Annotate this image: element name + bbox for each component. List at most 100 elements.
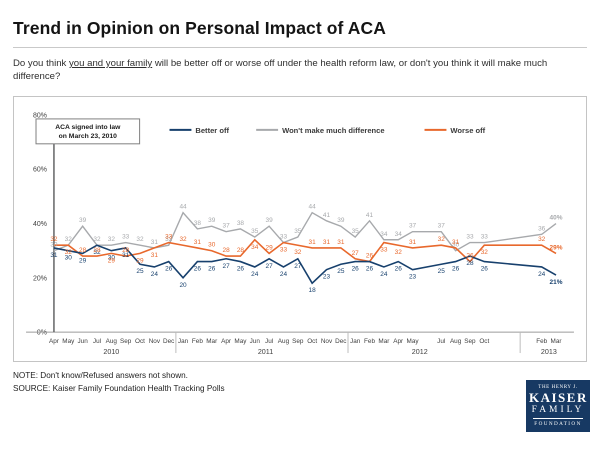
data-label-no-difference: 32 bbox=[93, 236, 101, 243]
data-label-no-difference: 33 bbox=[481, 233, 489, 240]
data-label-better-off: 25 bbox=[438, 268, 446, 275]
x-axis-month-label: Jan bbox=[350, 338, 361, 345]
chart-question: Do you think you and your family will be… bbox=[13, 57, 578, 84]
data-label-better-off: 26 bbox=[208, 265, 216, 272]
data-label-worse-off: 31 bbox=[452, 239, 460, 246]
x-axis-month-label: Aug bbox=[450, 338, 462, 345]
data-label-better-off: 27 bbox=[222, 263, 230, 270]
kff-logo-line1: THE HENRY J. bbox=[538, 385, 578, 391]
page-title: Trend in Opinion on Personal Impact of A… bbox=[13, 18, 387, 38]
x-axis-month-label: Nov bbox=[321, 338, 333, 345]
data-label-no-difference: 30 bbox=[452, 242, 460, 249]
x-axis-month-label: Dec bbox=[335, 338, 347, 345]
x-axis-year-label: 2011 bbox=[258, 348, 273, 356]
data-label-better-off: 26 bbox=[366, 265, 374, 272]
y-axis-tick-label: 0% bbox=[37, 329, 47, 336]
data-label-no-difference: 40% bbox=[550, 214, 563, 221]
data-label-worse-off: 30 bbox=[208, 242, 216, 249]
data-label-better-off: 24 bbox=[380, 271, 388, 278]
note-text: NOTE: Don't know/Refused answers not sho… bbox=[13, 370, 188, 380]
data-label-worse-off: 26 bbox=[466, 252, 474, 259]
x-axis-month-label: May bbox=[407, 338, 420, 345]
x-axis-month-label: Apr bbox=[49, 338, 60, 345]
data-label-better-off: 29 bbox=[79, 257, 87, 264]
data-label-worse-off: 34 bbox=[251, 244, 259, 251]
data-label-worse-off: 29% bbox=[550, 244, 563, 251]
data-label-no-difference: 39 bbox=[208, 217, 216, 224]
x-axis-year-label: 2012 bbox=[412, 348, 428, 356]
data-label-better-off: 24 bbox=[538, 271, 546, 278]
data-label-better-off: 31 bbox=[122, 252, 130, 259]
data-label-better-off: 27 bbox=[266, 263, 274, 270]
chart-panel: 0% 20% 40% 60% 80% Apr May Jun Jul Aug Sep Oct Nov De… bbox=[13, 95, 587, 362]
line-no-difference bbox=[53, 211, 557, 252]
line-better-off bbox=[53, 244, 557, 285]
x-axis-month-label: Aug bbox=[278, 338, 290, 345]
x-axis-month-label: Oct bbox=[479, 338, 489, 345]
data-label-better-off: 30 bbox=[108, 254, 116, 261]
data-label-no-difference: 41 bbox=[323, 212, 331, 219]
kff-logo-line3: FAMILY bbox=[531, 405, 585, 416]
x-axis-month-label: Jul bbox=[93, 338, 101, 345]
data-label-no-difference: 41 bbox=[366, 212, 374, 219]
data-label-better-off: 26 bbox=[452, 265, 460, 272]
x-axis-month-label: Jun bbox=[250, 338, 261, 345]
data-label-worse-off: 32 bbox=[294, 249, 302, 256]
aca-annotation-line2: on March 23, 2010 bbox=[59, 133, 118, 140]
data-label-better-off: 21% bbox=[550, 279, 563, 286]
data-label-no-difference: 31 bbox=[151, 239, 159, 246]
data-label-better-off: 18 bbox=[309, 287, 317, 294]
data-label-worse-off: 29 bbox=[136, 257, 144, 264]
y-axis-tick-label: 20% bbox=[33, 275, 47, 282]
data-label-no-difference: 33 bbox=[122, 233, 130, 240]
data-label-worse-off: 29 bbox=[266, 244, 274, 251]
y-axis-tick-label: 80% bbox=[33, 112, 47, 119]
chart-question-prefix: Do you think bbox=[13, 58, 69, 69]
line-worse-off bbox=[53, 238, 557, 263]
data-label-worse-off: 31 bbox=[409, 239, 417, 246]
x-axis-year-label: 2013 bbox=[541, 348, 557, 356]
data-label-no-difference: 32 bbox=[108, 236, 116, 243]
data-label-worse-off: 28 bbox=[122, 247, 130, 254]
data-label-worse-off: 32 bbox=[438, 236, 446, 243]
data-label-worse-off: 32 bbox=[65, 249, 73, 256]
x-axis-month-label: May bbox=[62, 338, 75, 345]
x-axis-year-label: 2010 bbox=[103, 348, 119, 356]
x-axis-month-label: Feb bbox=[192, 338, 203, 345]
data-label-worse-off: 28 bbox=[93, 247, 101, 254]
x-axis-month-label: Oct bbox=[135, 338, 145, 345]
y-axis-tick-label: 60% bbox=[33, 167, 47, 174]
x-axis-month-label: Apr bbox=[393, 338, 404, 345]
data-label-better-off: 25 bbox=[337, 268, 345, 275]
kff-logo-line4: FOUNDATION bbox=[533, 418, 583, 427]
data-label-worse-off: 31 bbox=[151, 252, 159, 259]
data-label-no-difference: 32 bbox=[65, 236, 73, 243]
aca-annotation-box bbox=[35, 118, 141, 145]
data-label-no-difference: 37 bbox=[409, 223, 417, 230]
data-label-worse-off: 31 bbox=[194, 239, 202, 246]
data-label-better-off: 25 bbox=[136, 268, 144, 275]
data-label-worse-off: 27 bbox=[352, 250, 360, 257]
data-label-worse-off: 32 bbox=[481, 249, 489, 256]
data-label-better-off: 26 bbox=[481, 265, 489, 272]
data-label-no-difference: 37 bbox=[222, 223, 230, 230]
data-label-worse-off: 31 bbox=[337, 239, 345, 246]
data-label-worse-off: 32 bbox=[538, 236, 546, 243]
data-label-no-difference: 44 bbox=[309, 204, 317, 211]
data-label-no-difference: 35 bbox=[352, 228, 360, 235]
x-axis-month-label: Jul bbox=[265, 338, 273, 345]
trend-line-chart: 0%20%40%60%80%Apr May Jun Jul Aug Sep Oct Nov De… bbox=[26, 112, 574, 356]
x-axis-month-label: Sep bbox=[120, 338, 132, 345]
aca-annotation-line1: ACA signed into law bbox=[55, 124, 121, 131]
data-label-worse-off: 32 bbox=[395, 249, 403, 256]
data-label-worse-off: 26 bbox=[366, 252, 374, 259]
data-label-better-off: 26 bbox=[395, 265, 403, 272]
data-label-no-difference: 39 bbox=[337, 217, 345, 224]
chart-question-underlined: you and your family bbox=[69, 58, 153, 69]
data-label-worse-off: 31 bbox=[309, 239, 317, 246]
data-label-better-off: 23 bbox=[323, 273, 331, 280]
data-label-no-difference: 34 bbox=[395, 231, 403, 238]
x-axis-month-label: Apr bbox=[221, 338, 232, 345]
data-label-no-difference: 32 bbox=[165, 236, 173, 243]
data-label-no-difference: 32 bbox=[136, 236, 144, 243]
